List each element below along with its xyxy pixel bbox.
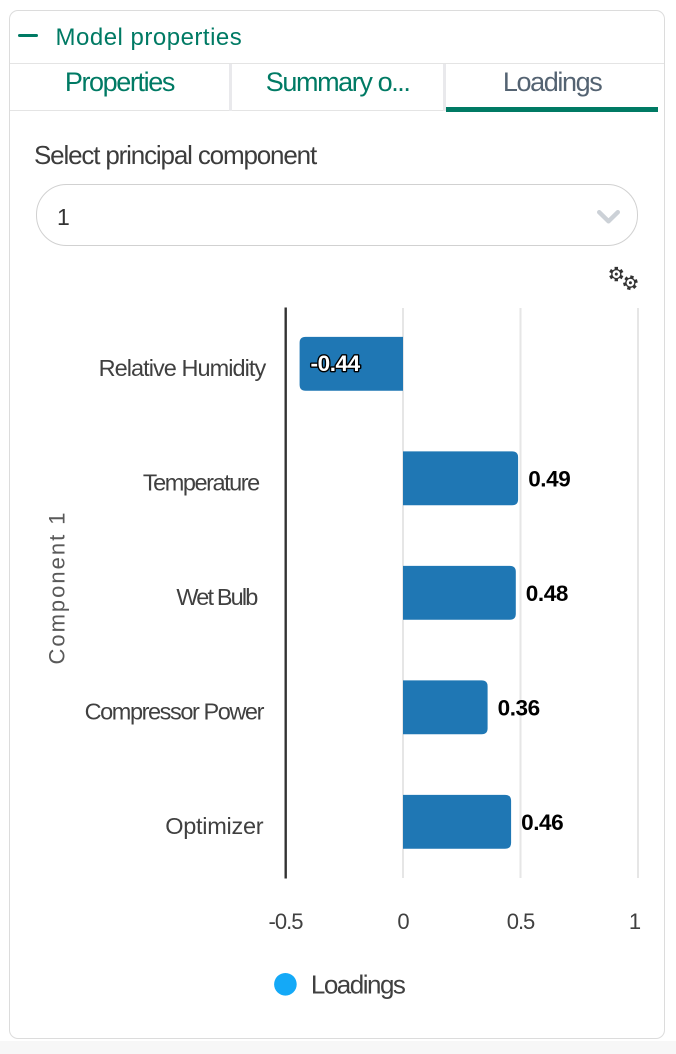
- svg-text:Component 1: Component 1: [45, 510, 70, 664]
- svg-text:-0.5: -0.5: [269, 909, 304, 934]
- svg-text:Loadings: Loadings: [311, 969, 406, 999]
- svg-text:Wet Bulb: Wet Bulb: [176, 584, 258, 610]
- svg-text:0.48: 0.48: [526, 581, 568, 606]
- svg-text:Compressor Power: Compressor Power: [85, 699, 265, 725]
- svg-text:1: 1: [629, 909, 641, 934]
- svg-text:0.5: 0.5: [507, 909, 535, 934]
- svg-text:0.46: 0.46: [521, 810, 563, 835]
- svg-text:0.36: 0.36: [498, 695, 540, 720]
- svg-text:-0.44: -0.44: [311, 351, 361, 376]
- svg-text:Temperature: Temperature: [143, 470, 260, 496]
- svg-text:Relative Humidity: Relative Humidity: [99, 355, 267, 381]
- svg-text:Optimizer: Optimizer: [165, 813, 263, 839]
- svg-text:0.49: 0.49: [528, 466, 570, 491]
- svg-text:0: 0: [397, 909, 409, 934]
